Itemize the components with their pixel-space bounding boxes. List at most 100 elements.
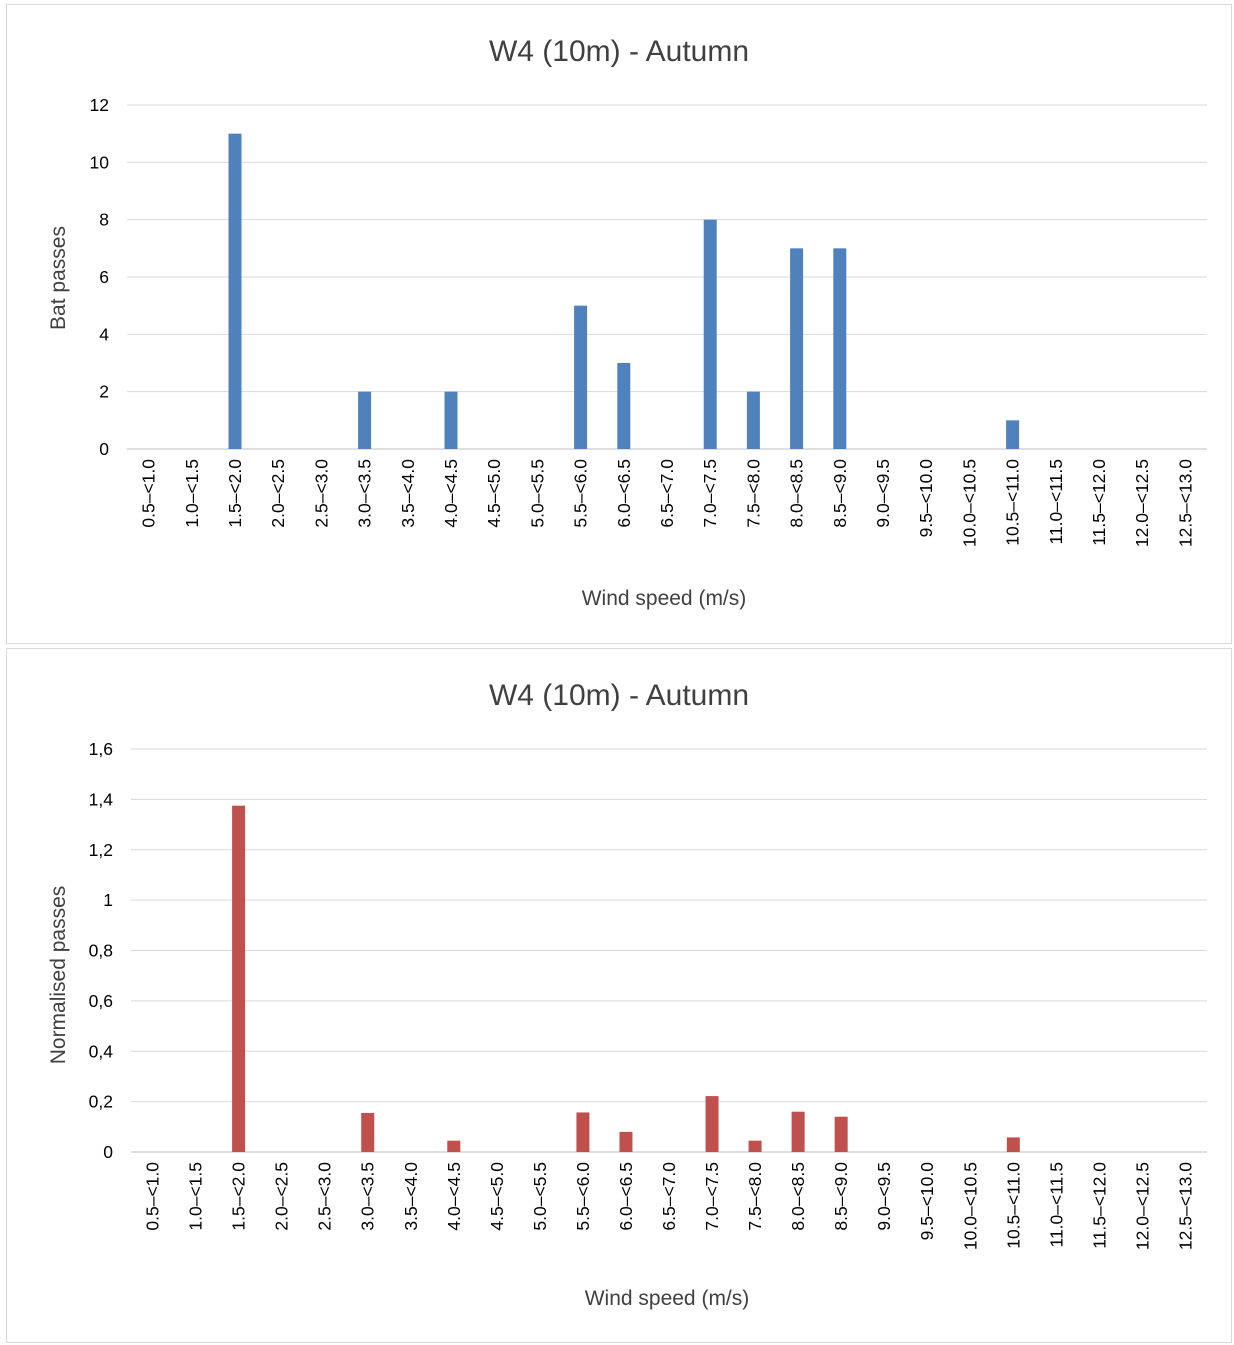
x-tick-label: 5.0‒<5.5 (527, 459, 547, 528)
x-tick-label: 5.5‒<6.0 (573, 1162, 593, 1231)
bar (705, 1096, 719, 1152)
x-tick-label: 10.5‒<11.0 (1003, 459, 1023, 546)
x-tick-label: 1.5‒<2.0 (225, 459, 245, 528)
chart-title: W4 (10m) - Autumn (489, 679, 749, 712)
bar (228, 133, 242, 449)
y-tick-label: 1,4 (89, 789, 114, 809)
y-tick-label: 0,8 (89, 941, 113, 961)
x-tick-label: 1.0‒<1.5 (186, 1162, 206, 1231)
x-tick-label: 12.5‒<13.0 (1175, 1162, 1195, 1250)
x-tick-label: 10.0‒<10.5 (959, 459, 979, 547)
x-tick-label: 12.5‒<13.0 (1175, 459, 1195, 547)
bar (1006, 1137, 1020, 1152)
y-tick-label: 8 (99, 210, 109, 230)
x-tick-label: 4.5‒<5.0 (487, 1162, 507, 1231)
bar (617, 363, 631, 449)
x-tick-label: 8.0‒<8.5 (788, 1162, 808, 1231)
y-tick-label: 2 (99, 382, 109, 402)
y-axis-title: Bat passes (47, 226, 70, 330)
x-tick-label: 3.5‒<4.0 (401, 1162, 421, 1231)
x-tick-label: 7.0‒<7.5 (700, 459, 720, 528)
y-tick-label: 6 (99, 267, 109, 287)
y-tick-label: 1 (103, 890, 113, 910)
x-tick-label: 3.5‒<4.0 (398, 459, 418, 528)
x-tick-label: 0.5‒<1.0 (143, 1162, 163, 1231)
x-tick-labels: 0.5‒<1.0 1.0‒<1.5 1.5‒<2.0 2.0‒<2.5 2.5‒<3.0… (143, 1162, 1196, 1250)
chart-panel-bat-passes: W4 (10m) - Autumn Bat passes Wind speed … (6, 4, 1232, 644)
x-tick-label: 12.0‒<12.5 (1132, 459, 1152, 547)
chart-title: W4 (10m) - Autumn (489, 35, 749, 68)
bar (834, 1116, 848, 1152)
x-tick-label: 7.5‒<8.0 (745, 1162, 765, 1231)
x-tick-label: 3.0‒<3.5 (358, 1162, 378, 1231)
x-tick-label: 9.0‒<9.5 (873, 459, 893, 528)
x-tick-label: 2.5‒<3.0 (311, 459, 331, 528)
y-tick-label: 0,4 (89, 1041, 114, 1061)
bar (447, 1140, 461, 1152)
bar (576, 1112, 590, 1152)
y-tick-label: 4 (99, 324, 109, 344)
x-tick-label: 1.0‒<1.5 (182, 459, 202, 528)
y-tick-label: 1,6 (89, 739, 113, 759)
bars (232, 805, 1020, 1152)
x-tick-label: 7.5‒<8.0 (743, 459, 763, 528)
bar (833, 248, 847, 449)
bat-passes-chart: W4 (10m) - Autumn Bat passes Wind speed … (47, 35, 1207, 610)
bar (703, 219, 717, 449)
bar (361, 1112, 375, 1152)
x-axis-title: Wind speed (m/s) (582, 587, 747, 610)
x-tick-label: 10.0‒<10.5 (960, 1162, 980, 1250)
x-tick-label: 0.5‒<1.0 (139, 459, 159, 528)
bar (444, 391, 458, 449)
x-tick-label: 9.0‒<9.5 (874, 1162, 894, 1231)
x-tick-label: 2.0‒<2.5 (268, 459, 288, 528)
bars (228, 133, 1020, 449)
x-tick-label: 4.0‒<4.5 (441, 459, 461, 528)
x-tick-label: 6.5‒<7.0 (657, 459, 677, 528)
y-tick-label: 10 (90, 152, 110, 172)
x-tick-label: 2.0‒<2.5 (272, 1162, 292, 1231)
x-tick-label: 3.0‒<3.5 (355, 459, 375, 528)
bar (358, 391, 372, 449)
bar (791, 1111, 805, 1152)
y-tick-label: 0 (103, 1142, 113, 1162)
x-tick-label: 8.0‒<8.5 (787, 459, 807, 528)
bar (232, 805, 246, 1152)
y-tick-label: 0 (99, 439, 109, 459)
y-axis-title: Normalised passes (47, 886, 70, 1065)
bar (790, 248, 804, 449)
x-tick-labels: 0.5‒<1.0 1.0‒<1.5 1.5‒<2.0 2.0‒<2.5 2.5‒<3.0… (139, 459, 1196, 547)
y-tick-label: 0,2 (89, 1092, 113, 1112)
x-tick-label: 12.0‒<12.5 (1132, 1162, 1152, 1250)
normalised-passes-chart: W4 (10m) - Autumn Normalised passes Wind… (47, 679, 1207, 1310)
y-tick-label: 0,6 (89, 991, 113, 1011)
x-tick-label: 9.5‒<10.0 (916, 459, 936, 538)
x-tick-label: 6.0‒<6.5 (614, 459, 634, 528)
gridlines (131, 748, 1207, 1153)
x-tick-label: 11.5‒<12.0 (1089, 459, 1109, 546)
x-tick-label: 9.5‒<10.0 (917, 1162, 937, 1241)
x-tick-label: 7.0‒<7.5 (702, 1162, 722, 1231)
x-tick-label: 8.5‒<9.0 (830, 459, 850, 528)
bar (746, 391, 760, 449)
y-tick-labels: 0 2 4 6 8 10 12 (90, 95, 110, 459)
bar (1006, 420, 1020, 449)
x-axis-title: Wind speed (m/s) (585, 1287, 750, 1310)
bar (619, 1131, 633, 1152)
x-tick-label: 5.0‒<5.5 (530, 1162, 550, 1231)
x-tick-label: 6.5‒<7.0 (659, 1162, 679, 1231)
x-tick-label: 11.5‒<12.0 (1089, 1162, 1109, 1249)
x-tick-label: 4.0‒<4.5 (444, 1162, 464, 1231)
x-tick-label: 11.0‒<11.5 (1046, 1162, 1066, 1247)
x-tick-label: 8.5‒<9.0 (831, 1162, 851, 1231)
y-tick-labels: 0 0,2 0,4 0,6 0,8 1 1,2 1,4 1,6 (89, 739, 114, 1162)
x-tick-label: 2.5‒<3.0 (315, 1162, 335, 1231)
y-tick-label: 1,2 (89, 840, 113, 860)
bar (574, 305, 588, 449)
gridlines (127, 104, 1207, 450)
x-tick-label: 6.0‒<6.5 (616, 1162, 636, 1231)
x-tick-label: 1.5‒<2.0 (229, 1162, 249, 1231)
y-tick-label: 12 (90, 95, 109, 115)
chart-panel-normalised-passes: W4 (10m) - Autumn Normalised passes Wind… (6, 648, 1232, 1343)
x-tick-label: 4.5‒<5.0 (484, 459, 504, 528)
